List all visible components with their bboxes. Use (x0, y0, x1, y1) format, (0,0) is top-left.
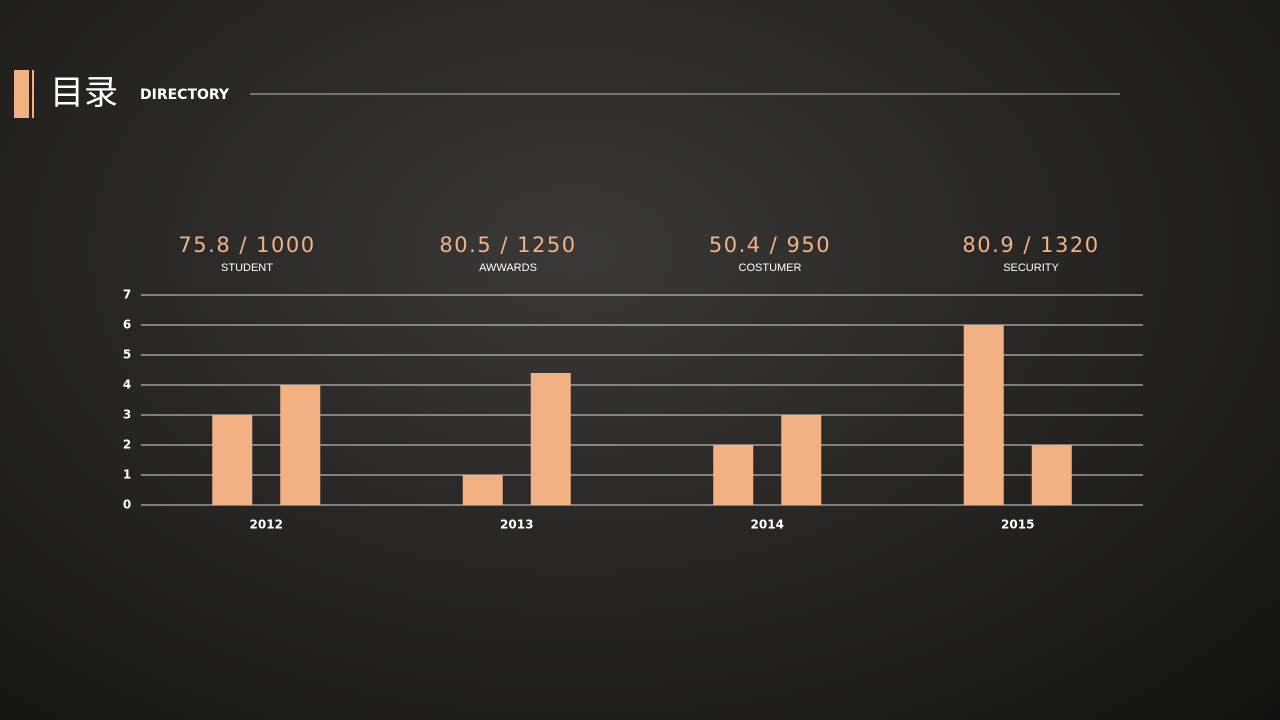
bar (713, 445, 754, 505)
stat-value: 75.8 / 1000 (178, 233, 315, 257)
x-tick-label: 2012 (250, 518, 283, 532)
stat-label: STUDENT (221, 262, 273, 274)
y-tick-label: 5 (123, 348, 131, 362)
stat-value: 50.4 / 950 (709, 233, 831, 257)
y-tick-label: 1 (123, 468, 131, 482)
stat-value: 80.9 / 1320 (962, 233, 1099, 257)
x-tick-label: 2013 (500, 518, 533, 532)
stat-label: COSTUMER (739, 262, 802, 274)
bar (280, 385, 321, 505)
title: 目录 (50, 73, 118, 113)
x-tick-label: 2014 (751, 518, 784, 532)
accent-bar (14, 70, 29, 118)
bar (1031, 445, 1072, 505)
subtitle: DIRECTORY (140, 87, 230, 103)
accent-line (32, 70, 34, 118)
bar (212, 415, 253, 505)
bar (781, 415, 822, 505)
stat-label: SECURITY (1003, 262, 1059, 274)
y-tick-label: 6 (123, 318, 131, 332)
y-tick-label: 4 (123, 378, 131, 392)
bar (963, 325, 1004, 505)
stat-value: 80.5 / 1250 (439, 233, 576, 257)
bar (530, 373, 571, 505)
stat-label: AWWARDS (479, 262, 537, 274)
y-tick-label: 3 (123, 408, 131, 422)
y-tick-label: 0 (123, 498, 131, 512)
y-tick-label: 7 (123, 288, 131, 302)
bar (462, 475, 503, 505)
x-tick-label: 2015 (1001, 518, 1034, 532)
y-tick-label: 2 (123, 438, 131, 452)
